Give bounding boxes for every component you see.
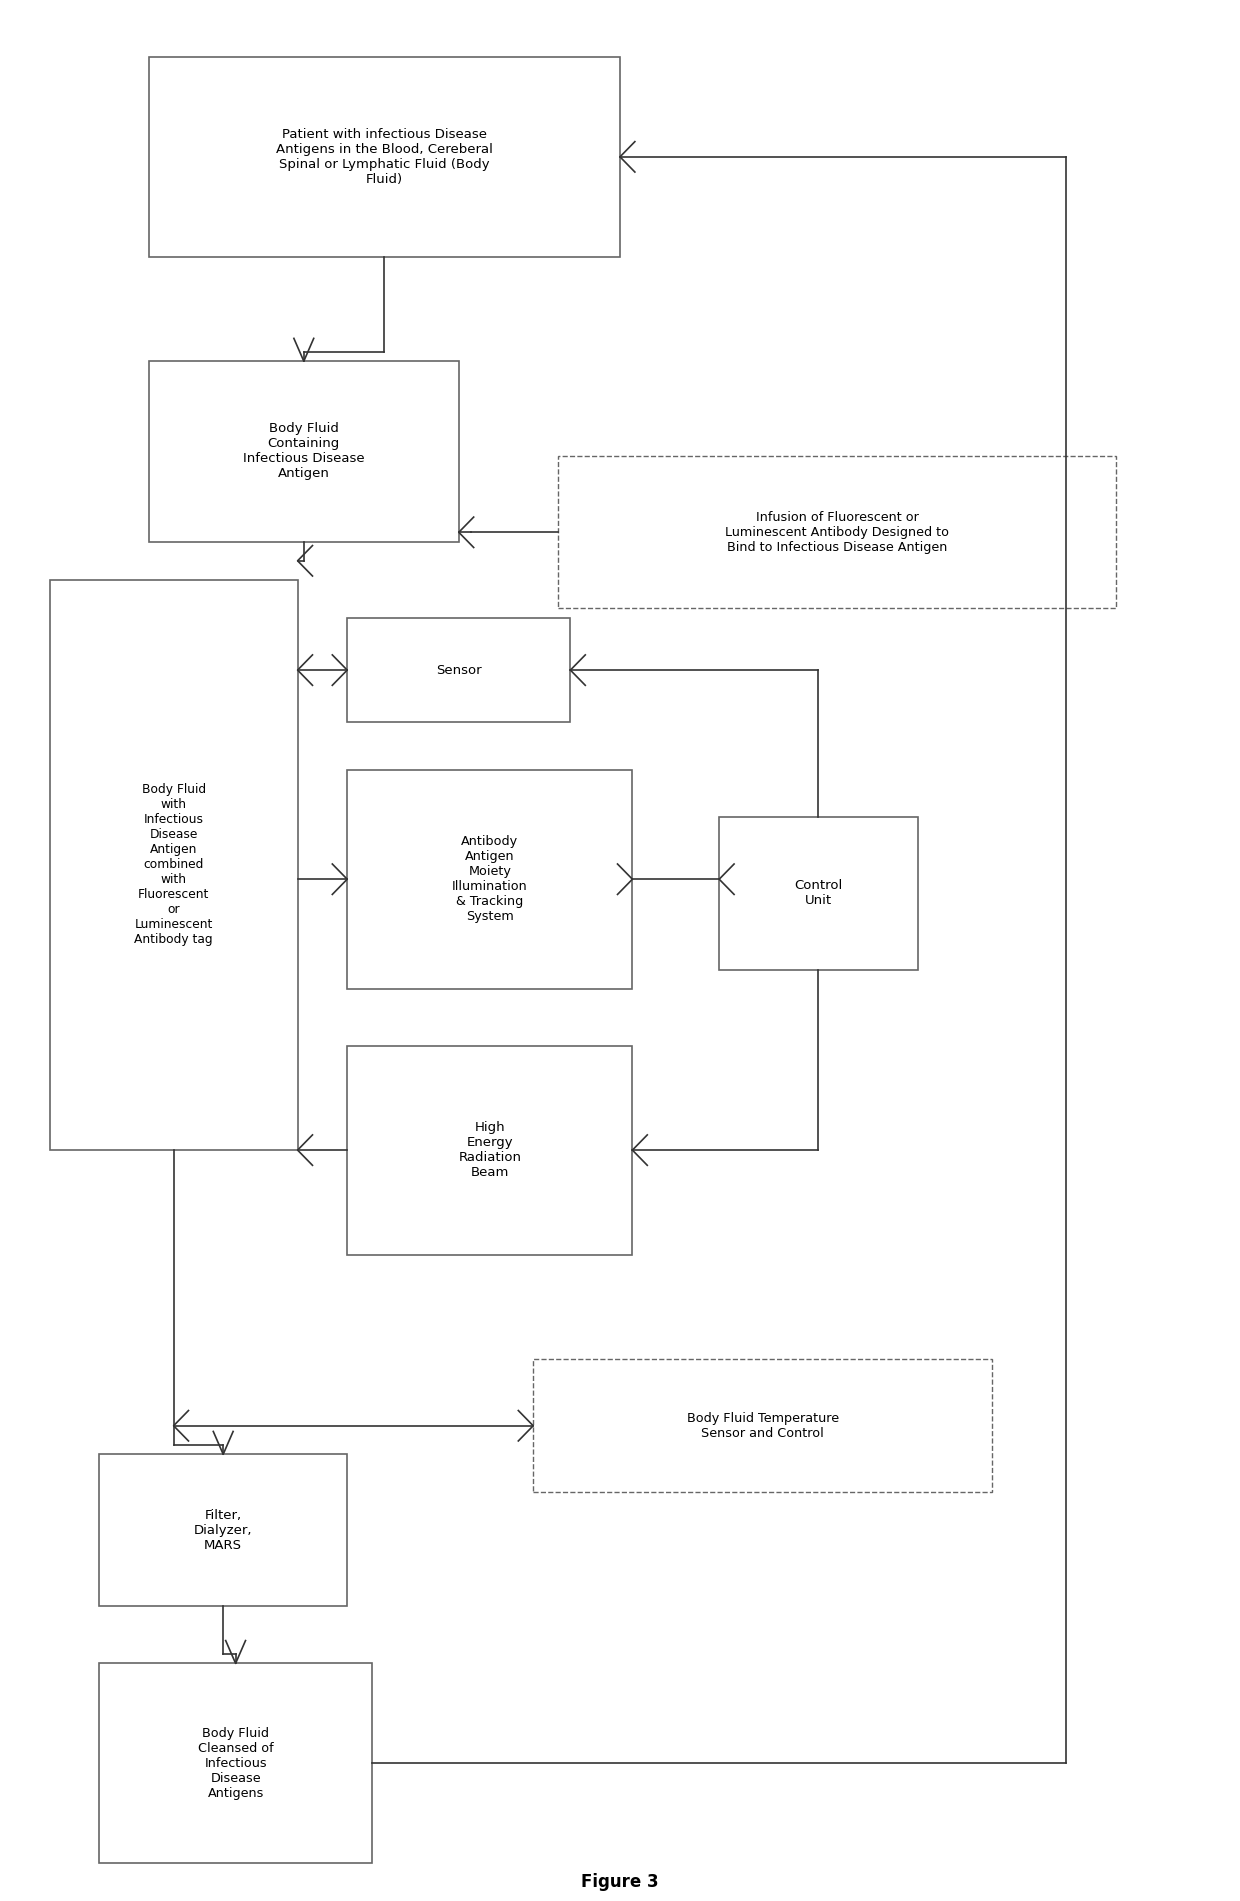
Text: Figure 3: Figure 3 xyxy=(582,1874,658,1891)
FancyBboxPatch shape xyxy=(99,1454,347,1606)
FancyBboxPatch shape xyxy=(347,1046,632,1255)
Text: Body Fluid
with
Infectious
Disease
Antigen
combined
with
Fluorescent
or
Luminesc: Body Fluid with Infectious Disease Antig… xyxy=(134,783,213,947)
FancyBboxPatch shape xyxy=(99,1663,372,1863)
FancyBboxPatch shape xyxy=(558,456,1116,608)
FancyBboxPatch shape xyxy=(50,580,298,1150)
FancyBboxPatch shape xyxy=(347,770,632,989)
Text: Patient with infectious Disease
Antigens in the Blood, Cereberal
Spinal or Lymph: Patient with infectious Disease Antigens… xyxy=(277,127,492,186)
Text: Infusion of Fluorescent or
Luminescent Antibody Designed to
Bind to Infectious D: Infusion of Fluorescent or Luminescent A… xyxy=(725,511,949,553)
Text: High
Energy
Radiation
Beam: High Energy Radiation Beam xyxy=(459,1122,521,1179)
FancyBboxPatch shape xyxy=(719,817,918,970)
Text: Filter,
Dialyzer,
MARS: Filter, Dialyzer, MARS xyxy=(193,1509,253,1551)
FancyBboxPatch shape xyxy=(149,57,620,257)
FancyBboxPatch shape xyxy=(533,1359,992,1492)
Text: Control
Unit: Control Unit xyxy=(795,880,842,907)
Text: Sensor: Sensor xyxy=(436,663,481,677)
Text: Body Fluid
Containing
Infectious Disease
Antigen: Body Fluid Containing Infectious Disease… xyxy=(243,422,365,481)
Text: Body Fluid Temperature
Sensor and Control: Body Fluid Temperature Sensor and Contro… xyxy=(687,1412,838,1439)
FancyBboxPatch shape xyxy=(347,618,570,722)
FancyBboxPatch shape xyxy=(149,361,459,542)
Text: Body Fluid
Cleansed of
Infectious
Disease
Antigens: Body Fluid Cleansed of Infectious Diseas… xyxy=(198,1726,273,1800)
Text: Antibody
Antigen
Moiety
Illumination
& Tracking
System: Antibody Antigen Moiety Illumination & T… xyxy=(451,835,528,924)
